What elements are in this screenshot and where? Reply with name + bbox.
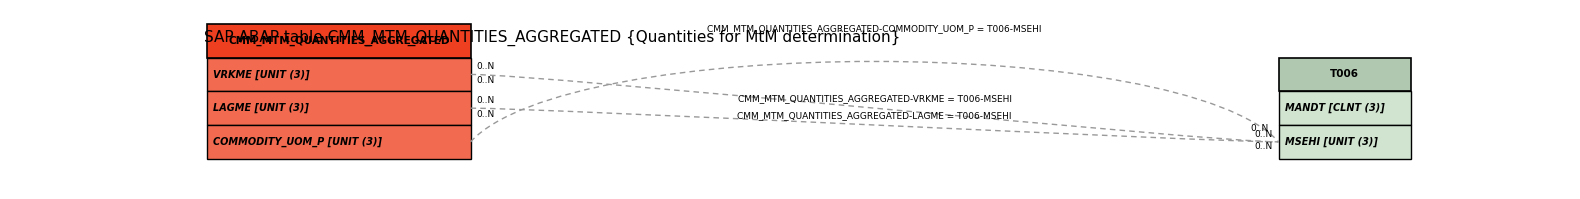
- Text: CMM_MTM_QUANTITIES_AGGREGATED: CMM_MTM_QUANTITIES_AGGREGATED: [228, 36, 450, 46]
- Text: 0..N: 0..N: [477, 62, 495, 71]
- Text: LAGME [UNIT (3)]: LAGME [UNIT (3)]: [213, 103, 310, 113]
- FancyBboxPatch shape: [207, 125, 471, 159]
- Text: MSEHI [UNIT (3)]: MSEHI [UNIT (3)]: [1285, 137, 1378, 147]
- FancyBboxPatch shape: [1278, 58, 1411, 91]
- Text: 0..N: 0..N: [1255, 130, 1272, 139]
- Text: CMM_MTM_QUANTITIES_AGGREGATED-LAGME = T006-MSEHI: CMM_MTM_QUANTITIES_AGGREGATED-LAGME = T0…: [738, 111, 1011, 120]
- Text: 0..N: 0..N: [1255, 142, 1272, 151]
- Text: VRKME [UNIT (3)]: VRKME [UNIT (3)]: [213, 69, 310, 80]
- FancyBboxPatch shape: [207, 24, 471, 58]
- FancyBboxPatch shape: [1278, 91, 1411, 125]
- FancyBboxPatch shape: [1278, 125, 1411, 159]
- Text: SAP ABAP table CMM_MTM_QUANTITIES_AGGREGATED {Quantities for MtM determination}: SAP ABAP table CMM_MTM_QUANTITIES_AGGREG…: [204, 30, 901, 46]
- Text: 0..N: 0..N: [477, 110, 495, 119]
- FancyBboxPatch shape: [207, 91, 471, 125]
- FancyBboxPatch shape: [207, 58, 471, 91]
- Text: T006: T006: [1330, 69, 1359, 79]
- Text: 0..N: 0..N: [1251, 124, 1269, 133]
- Text: 0..N: 0..N: [477, 96, 495, 105]
- Text: 0..N: 0..N: [477, 76, 495, 85]
- Text: CMM_MTM_QUANTITIES_AGGREGATED-VRKME = T006-MSEHI: CMM_MTM_QUANTITIES_AGGREGATED-VRKME = T0…: [738, 95, 1011, 103]
- Text: MANDT [CLNT (3)]: MANDT [CLNT (3)]: [1285, 103, 1384, 113]
- Text: CMM_MTM_QUANTITIES_AGGREGATED-COMMODITY_UOM_P = T006-MSEHI: CMM_MTM_QUANTITIES_AGGREGATED-COMMODITY_…: [708, 24, 1041, 33]
- Text: COMMODITY_UOM_P [UNIT (3)]: COMMODITY_UOM_P [UNIT (3)]: [213, 137, 382, 147]
